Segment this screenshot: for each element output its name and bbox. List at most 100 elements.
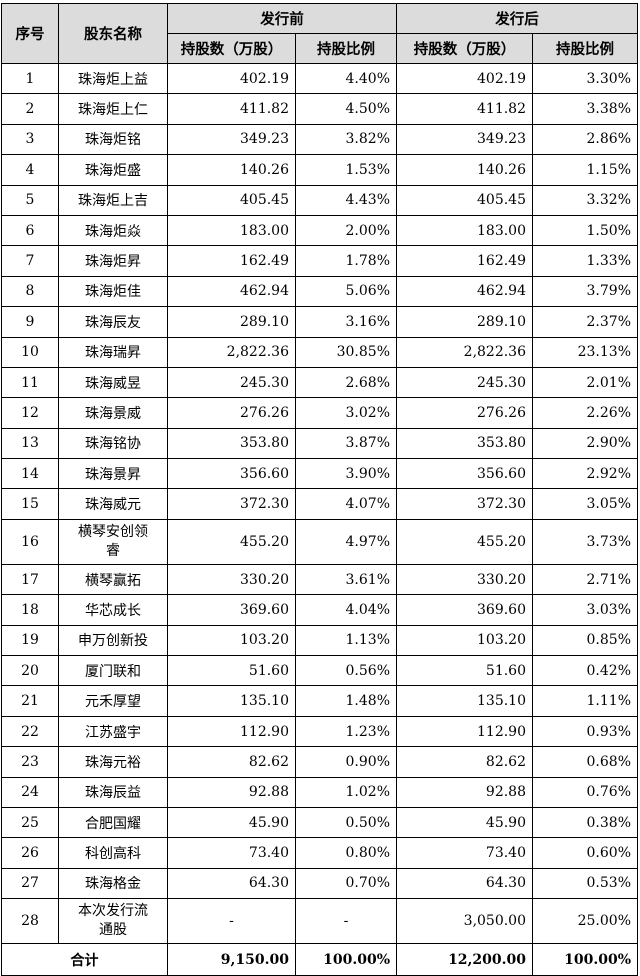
row-after-shares: 183.00 [396, 214, 533, 247]
row-before-ratio: 4.97% [295, 518, 397, 565]
row-before-shares: 369.60 [167, 594, 296, 626]
row-before-ratio: 2.00% [295, 214, 397, 247]
row-before-shares: 162.49 [167, 245, 296, 277]
row-before-shares: 372.30 [167, 488, 296, 520]
row-after-shares: 349.23 [396, 123, 533, 156]
row-after-shares: 462.94 [396, 275, 533, 308]
row-shareholder-name: 横琴赢拓 [58, 563, 168, 596]
row-before-shares: 289.10 [167, 306, 296, 338]
table-row: 13 珠海铭协 353.80 3.87% 353.80 2.90% [1, 427, 638, 460]
row-shareholder-name: 珠海景威 [58, 397, 168, 429]
row-index: 4 [1, 154, 59, 186]
row-before-ratio: 4.50% [295, 93, 397, 125]
row-after-shares: 82.62 [396, 746, 533, 778]
table-body: 1 珠海炬上益 402.19 4.40% 402.19 3.30% 2 珠海炬上仁 411.82… [1, 62, 638, 976]
table-row: 10 珠海瑞昇 2,822.36 30.85% 2,822.36 23.13% [1, 336, 638, 368]
row-before-ratio: 30.85% [295, 336, 397, 368]
row-shareholder-name: 珠海炬上仁 [58, 93, 168, 125]
row-shareholder-name: 珠海瑞昇 [58, 336, 168, 368]
header-index: 序号 [1, 3, 59, 64]
table-row: 11 珠海威昱 245.30 2.68% 245.30 2.01% [1, 366, 638, 399]
row-after-ratio: 2.71% [532, 563, 638, 596]
row-before-shares: 112.90 [167, 715, 296, 748]
row-after-shares: 3,050.00 [396, 898, 533, 945]
total-after-shares: 12,200.00 [396, 943, 533, 976]
table-row: 16 横琴安创领睿 455.20 4.97% 455.20 3.73% [1, 518, 638, 565]
table-row: 25 合肥国耀 45.90 0.50% 45.90 0.38% [1, 806, 638, 839]
table-row: 1 珠海炬上益 402.19 4.40% 402.19 3.30% [1, 62, 638, 95]
row-before-shares: 92.88 [167, 776, 296, 808]
table-row: 15 珠海威元 372.30 4.07% 372.30 3.05% [1, 488, 638, 520]
row-after-shares: 411.82 [396, 93, 533, 125]
row-after-ratio: 3.30% [532, 62, 638, 95]
row-shareholder-name: 珠海威元 [58, 488, 168, 520]
row-index: 22 [1, 715, 59, 748]
total-row: 合计 9,150.00 100.00% 12,200.00 100.00% [1, 943, 638, 976]
row-after-shares: 162.49 [396, 245, 533, 277]
row-index: 26 [1, 837, 59, 869]
row-after-ratio: 0.53% [532, 867, 638, 900]
row-index: 24 [1, 776, 59, 808]
row-after-ratio: 2.90% [532, 427, 638, 460]
row-after-shares: 405.45 [396, 184, 533, 216]
row-before-shares: 2,822.36 [167, 336, 296, 368]
row-after-shares: 330.20 [396, 563, 533, 596]
row-index: 19 [1, 624, 59, 657]
row-before-shares: 402.19 [167, 62, 296, 95]
total-label: 合计 [1, 943, 168, 976]
table-row: 12 珠海景威 276.26 3.02% 276.26 2.26% [1, 397, 638, 429]
table-row: 4 珠海炬盛 140.26 1.53% 140.26 1.15% [1, 154, 638, 186]
row-before-ratio: 3.61% [295, 563, 397, 596]
table-header: 序号 股东名称 发行前 发行后 持股数（万股） 持股比例 持股数（万股） 持股比… [1, 3, 638, 64]
row-before-ratio: 5.06% [295, 275, 397, 308]
row-shareholder-name: 珠海炬铭 [58, 123, 168, 156]
row-before-ratio: 1.02% [295, 776, 397, 808]
row-before-shares: 183.00 [167, 214, 296, 247]
row-shareholder-name: 珠海炬上吉 [58, 184, 168, 216]
row-before-shares: 276.26 [167, 397, 296, 429]
row-after-shares: 276.26 [396, 397, 533, 429]
row-index: 28 [1, 898, 59, 945]
row-before-shares: 51.60 [167, 655, 296, 687]
row-shareholder-name: 珠海炬盛 [58, 154, 168, 186]
row-after-ratio: 0.38% [532, 806, 638, 839]
row-after-ratio: 0.85% [532, 624, 638, 657]
row-before-shares: 73.40 [167, 837, 296, 869]
table-row: 17 横琴赢拓 330.20 3.61% 330.20 2.71% [1, 563, 638, 596]
row-index: 15 [1, 488, 59, 520]
table-row: 5 珠海炬上吉 405.45 4.43% 405.45 3.32% [1, 184, 638, 216]
row-index: 7 [1, 245, 59, 277]
row-index: 18 [1, 594, 59, 626]
row-shareholder-name: 珠海铭协 [58, 427, 168, 460]
row-after-ratio: 25.00% [532, 898, 638, 945]
row-before-shares: 135.10 [167, 685, 296, 717]
row-after-ratio: 1.15% [532, 154, 638, 186]
row-after-shares: 92.88 [396, 776, 533, 808]
row-before-shares: 245.30 [167, 366, 296, 399]
table-row: 9 珠海辰友 289.10 3.16% 289.10 2.37% [1, 306, 638, 338]
row-after-ratio: 2.86% [532, 123, 638, 156]
row-after-ratio: 2.92% [532, 458, 638, 490]
row-shareholder-name: 珠海威昱 [58, 366, 168, 399]
row-before-ratio: 1.23% [295, 715, 397, 748]
header-name: 股东名称 [58, 3, 168, 64]
row-after-shares: 455.20 [396, 518, 533, 565]
row-after-ratio: 1.11% [532, 685, 638, 717]
row-before-shares: 103.20 [167, 624, 296, 657]
row-before-ratio: 0.50% [295, 806, 397, 839]
row-shareholder-name: 珠海元裕 [58, 746, 168, 778]
row-before-shares: 411.82 [167, 93, 296, 125]
table-row: 8 珠海炬佳 462.94 5.06% 462.94 3.79% [1, 275, 638, 308]
row-shareholder-name: 江苏盛宇 [58, 715, 168, 748]
row-index: 23 [1, 746, 59, 778]
row-before-ratio: - [295, 898, 397, 945]
header-after: 发行后 [396, 3, 638, 34]
row-shareholder-name: 珠海炬焱 [58, 214, 168, 247]
table-row: 27 珠海格金 64.30 0.70% 64.30 0.53% [1, 867, 638, 900]
row-before-shares: 330.20 [167, 563, 296, 596]
row-before-shares: 45.90 [167, 806, 296, 839]
row-shareholder-name: 元禾厚望 [58, 685, 168, 717]
row-index: 21 [1, 685, 59, 717]
table-row: 26 科创高科 73.40 0.80% 73.40 0.60% [1, 837, 638, 869]
row-after-ratio: 1.33% [532, 245, 638, 277]
